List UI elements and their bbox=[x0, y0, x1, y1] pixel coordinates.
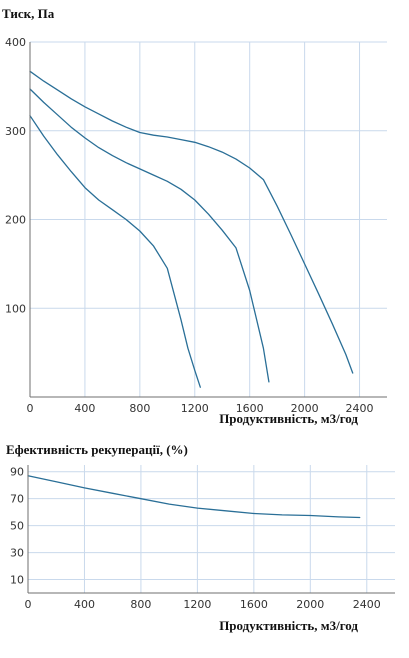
pressure-y-tick-label: 300 bbox=[5, 125, 26, 138]
efficiency-x-tick-label: 2000 bbox=[296, 598, 324, 611]
pressure-series-line-3 bbox=[29, 115, 201, 388]
pressure-y-axis-title: Тиск, Па bbox=[2, 6, 55, 21]
pressure-x-tick-label: 800 bbox=[129, 402, 150, 415]
efficiency-chart-ticks: 0 400 800 1200 1600 2000 2400 10 30 50 70 90 bbox=[10, 466, 381, 611]
efficiency-chart-grid bbox=[28, 465, 395, 593]
pressure-x-tick-label: 0 bbox=[27, 402, 34, 415]
efficiency-x-tick-label: 400 bbox=[74, 598, 95, 611]
pressure-chart-grid bbox=[30, 41, 387, 397]
efficiency-y-tick-label: 90 bbox=[10, 466, 24, 479]
pressure-series-line-2 bbox=[29, 88, 270, 383]
pressure-chart-series bbox=[29, 70, 354, 388]
efficiency-x-axis-title: Продуктивність, м3/год bbox=[219, 618, 358, 633]
pressure-y-tick-label: 400 bbox=[5, 36, 26, 49]
efficiency-x-tick-label: 1200 bbox=[183, 598, 211, 611]
efficiency-x-tick-label: 2400 bbox=[353, 598, 381, 611]
pressure-x-tick-label: 2400 bbox=[346, 402, 374, 415]
efficiency-x-tick-label: 800 bbox=[130, 598, 151, 611]
efficiency-x-tick-label: 1600 bbox=[240, 598, 268, 611]
efficiency-y-tick-label: 10 bbox=[10, 574, 24, 587]
pressure-chart-axes bbox=[29, 42, 387, 398]
efficiency-chart-axes bbox=[27, 465, 395, 594]
pressure-x-tick-label: 1600 bbox=[236, 402, 264, 415]
pressure-series-line-1 bbox=[29, 70, 354, 374]
efficiency-x-tick-label: 0 bbox=[25, 598, 32, 611]
efficiency-series-line-1 bbox=[27, 475, 361, 519]
efficiency-y-tick-label: 30 bbox=[10, 547, 24, 560]
pressure-x-tick-label: 400 bbox=[74, 402, 95, 415]
pressure-y-tick-label: 100 bbox=[5, 302, 26, 315]
pressure-chart-ticks: 0 400 800 1200 1600 2000 2400 100 200 300 400 bbox=[5, 36, 374, 415]
efficiency-y-tick-label: 50 bbox=[10, 520, 24, 533]
efficiency-y-tick-label: 70 bbox=[10, 493, 24, 506]
pressure-x-tick-label: 2000 bbox=[291, 402, 319, 415]
pressure-y-tick-label: 200 bbox=[5, 214, 26, 227]
efficiency-chart-series bbox=[27, 475, 361, 519]
pressure-x-tick-label: 1200 bbox=[181, 402, 209, 415]
efficiency-chart-title: Ефективність рекуперації, (%) bbox=[6, 442, 188, 457]
pressure-x-axis-title: Продуктивність, м3/год bbox=[219, 411, 358, 426]
